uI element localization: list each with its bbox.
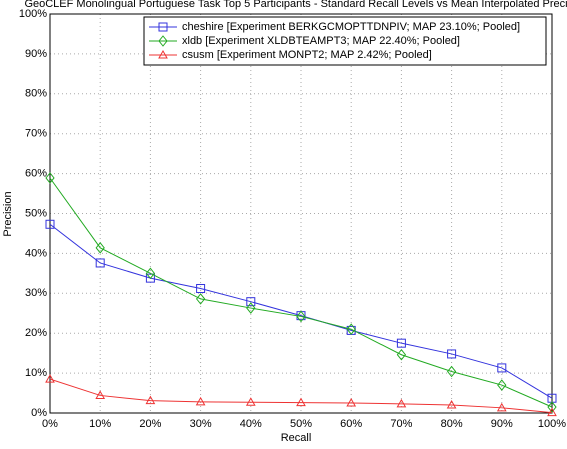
marker (446, 400, 457, 409)
x-tick-label: 100% (538, 418, 566, 430)
y-axis-label: Precision (2, 191, 14, 236)
series-line (49, 177, 553, 408)
marker (45, 219, 55, 229)
marker (396, 338, 406, 348)
x-tick-label: 20% (139, 418, 161, 430)
x-tick-label: 50% (290, 418, 312, 430)
chart-title: GeoCLEF Monolingual Portuguese Task Top … (24, 0, 567, 10)
x-tick-label: 70% (390, 418, 412, 430)
marker (396, 398, 407, 408)
marker (158, 22, 168, 32)
marker (195, 396, 206, 406)
marker (196, 284, 206, 294)
marker (45, 374, 55, 383)
marker (95, 258, 105, 268)
x-tick-label: 30% (190, 418, 212, 430)
marker (246, 297, 256, 307)
marker (158, 35, 168, 47)
plot-frame (49, 13, 553, 414)
x-tick-label: 80% (441, 418, 463, 430)
marker (245, 397, 256, 406)
marker (346, 398, 357, 407)
series-line (49, 378, 553, 414)
marker (547, 407, 557, 417)
marker (296, 310, 306, 323)
y-tick-label: 100% (19, 8, 47, 20)
marker (246, 302, 256, 314)
marker (396, 348, 407, 361)
series-line (49, 223, 553, 399)
x-tick-label: 90% (491, 418, 513, 430)
y-tick-label: 30% (25, 287, 47, 299)
x-tick-label: 60% (340, 418, 362, 430)
y-tick-label: 90% (25, 48, 47, 60)
marker (145, 267, 156, 280)
marker (447, 349, 457, 359)
marker (95, 390, 106, 399)
y-tick-label: 70% (25, 128, 47, 140)
marker (45, 172, 55, 184)
marker (296, 397, 306, 407)
y-tick-label: 20% (25, 327, 47, 339)
marker (446, 365, 457, 378)
marker (145, 273, 155, 283)
marker (346, 323, 356, 336)
marker (195, 293, 206, 305)
legend-box (143, 16, 547, 66)
marker (158, 49, 168, 59)
marker (497, 379, 507, 391)
y-tick-label: 40% (25, 247, 47, 259)
y-tick-label: 60% (25, 168, 47, 180)
x-tick-label: 10% (89, 418, 111, 430)
x-tick-label: 40% (240, 418, 262, 430)
y-tick-label: 50% (25, 207, 47, 219)
marker (95, 242, 105, 254)
y-tick-label: 0% (31, 407, 47, 419)
legend-label: cheshire [Experiment BERKGCMOPTTDNPIV; M… (182, 21, 520, 33)
marker (496, 402, 507, 412)
marker (145, 395, 156, 405)
legend-label: xldb [Experiment XLDBTEAMPT3; MAP 22.40%… (182, 35, 460, 47)
marker (547, 401, 557, 413)
y-tick-label: 80% (25, 88, 47, 100)
x-tick-label: 0% (42, 418, 58, 430)
legend-label: csusm [Experiment MONPT2; MAP 2.42%; Poo… (182, 49, 432, 61)
marker (497, 363, 507, 373)
x-axis-label: Recall (281, 432, 312, 444)
y-tick-label: 10% (25, 367, 47, 379)
